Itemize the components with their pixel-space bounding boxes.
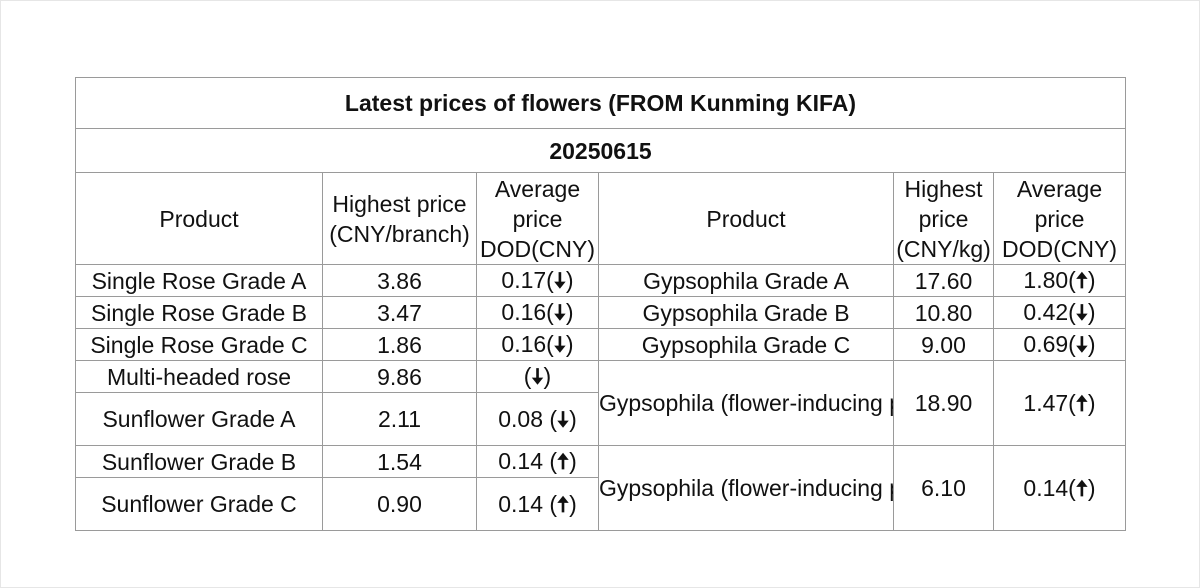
highest-price-cell: 1.86 — [322, 328, 477, 361]
header-highest-right: Highest price (CNY/kg) — [893, 172, 994, 265]
average-change-cell: 1.80(🠅) — [993, 264, 1126, 297]
change-close: ) — [569, 490, 577, 517]
highest-price-cell: 9.86 — [322, 360, 477, 393]
change-value: 1.47( — [1023, 389, 1076, 416]
arrow-down-icon: 🠇 — [1075, 332, 1088, 357]
arrow-up-icon: 🠅 — [557, 491, 570, 517]
change-close: ) — [1087, 299, 1096, 325]
header-product-right: Product — [598, 172, 894, 265]
change-close: ) — [1087, 331, 1096, 357]
change-value: 0.14( — [1023, 474, 1076, 501]
change-value: 0.69( — [1023, 331, 1076, 357]
change-close: ) — [1087, 267, 1096, 293]
header-product-left: Product — [75, 172, 323, 265]
header-row: Product Highest price (CNY/branch) Avera… — [75, 172, 1126, 265]
highest-price-cell: 10.80 — [893, 296, 994, 329]
change-value: 0.16( — [501, 331, 554, 357]
header-highest-left: Highest price (CNY/branch) — [322, 172, 477, 265]
product-cell: Gypsophila (flower-inducing product) Gra… — [598, 360, 894, 446]
average-change-cell: 0.16(🠇) — [476, 296, 599, 329]
change-value: 0.14 ( — [498, 490, 558, 517]
product-cell: Multi-headed rose — [75, 360, 323, 393]
arrow-down-icon: 🠇 — [553, 268, 566, 293]
change-value: 0.14 ( — [498, 448, 558, 474]
change-close: ) — [565, 331, 574, 357]
table-row: Multi-headed rose 9.86 (🠇) Gypsophila (f… — [75, 360, 1126, 446]
product-cell: Gypsophila Grade A — [598, 264, 894, 297]
header-average-left: Average price DOD(CNY) — [476, 172, 599, 265]
product-cell: Single Rose Grade B — [75, 296, 323, 329]
average-change-cell: 0.17(🠇) — [476, 264, 599, 297]
arrow-down-icon: 🠇 — [553, 332, 566, 357]
highest-price-cell: 17.60 — [893, 264, 994, 297]
change-value: ( — [523, 363, 532, 389]
table-row: Sunflower Grade A 2.11 0.08 (🠇) — [75, 392, 1126, 446]
product-cell: Sunflower Grade C — [75, 477, 323, 531]
average-change-cell: 0.14 (🠅) — [476, 477, 599, 531]
highest-price-cell: 3.47 — [322, 296, 477, 329]
product-cell: Sunflower Grade A — [75, 392, 323, 446]
average-change-cell: 0.14(🠅) — [993, 445, 1126, 531]
average-change-cell: 0.16(🠇) — [476, 328, 599, 361]
table-row: Single Rose Grade C 1.86 0.16(🠇) Gypsoph… — [75, 328, 1126, 361]
average-change-cell: (🠇) — [476, 360, 599, 393]
table-row: Sunflower Grade C 0.90 0.14 (🠅) — [75, 477, 1126, 531]
arrow-up-icon: 🠅 — [1075, 268, 1088, 293]
change-close: ) — [1087, 474, 1096, 501]
highest-price-cell: 3.86 — [322, 264, 477, 297]
change-close: ) — [569, 448, 577, 474]
change-close: ) — [569, 405, 577, 432]
product-cell: Gypsophila Grade C — [598, 328, 894, 361]
average-change-cell: 0.42(🠇) — [993, 296, 1126, 329]
average-change-cell: 0.14 (🠅) — [476, 445, 599, 478]
change-close: ) — [565, 299, 574, 325]
table-row: Sunflower Grade B 1.54 0.14 (🠅) Gypsophi… — [75, 445, 1126, 531]
arrow-up-icon: 🠅 — [1075, 390, 1088, 416]
arrow-down-icon: 🠇 — [557, 406, 570, 432]
change-value: 0.42( — [1023, 299, 1076, 325]
arrow-down-icon: 🠇 — [531, 364, 544, 389]
product-cell: Gypsophila (flower-inducing product) Gra… — [598, 445, 894, 531]
change-value: 0.17( — [501, 267, 554, 293]
change-close: ) — [565, 267, 574, 293]
arrow-up-icon: 🠅 — [1075, 475, 1088, 501]
table-date: 20250615 — [75, 128, 1126, 173]
table-row: Single Rose Grade B 3.47 0.16(🠇) Gypsoph… — [75, 296, 1126, 329]
arrow-up-icon: 🠅 — [557, 449, 570, 474]
table-title: Latest prices of flowers (FROM Kunming K… — [75, 77, 1126, 129]
product-cell: Sunflower Grade B — [75, 445, 323, 478]
product-cell: Single Rose Grade C — [75, 328, 323, 361]
arrow-down-icon: 🠇 — [1075, 300, 1088, 325]
change-value: 0.16( — [501, 299, 554, 325]
highest-price-cell: 2.11 — [322, 392, 477, 446]
change-value: 1.80( — [1023, 267, 1076, 293]
change-close: ) — [543, 363, 552, 389]
change-value: 0.08 ( — [498, 405, 558, 432]
average-change-cell: 1.47(🠅) — [993, 360, 1126, 446]
highest-price-cell: 0.90 — [322, 477, 477, 531]
product-cell: Single Rose Grade A — [75, 264, 323, 297]
table-row: Single Rose Grade A 3.86 0.17(🠇) Gypsoph… — [75, 264, 1126, 297]
average-change-cell: 0.69(🠇) — [993, 328, 1126, 361]
header-average-right: Average price DOD(CNY) — [993, 172, 1126, 265]
highest-price-cell: 18.90 — [893, 360, 994, 446]
product-cell: Gypsophila Grade B — [598, 296, 894, 329]
highest-price-cell: 1.54 — [322, 445, 477, 478]
highest-price-cell: 9.00 — [893, 328, 994, 361]
change-close: ) — [1087, 389, 1096, 416]
highest-price-cell: 6.10 — [893, 445, 994, 531]
flower-price-table: Latest prices of flowers (FROM Kunming K… — [75, 77, 1126, 531]
arrow-down-icon: 🠇 — [553, 300, 566, 325]
average-change-cell: 0.08 (🠇) — [476, 392, 599, 446]
